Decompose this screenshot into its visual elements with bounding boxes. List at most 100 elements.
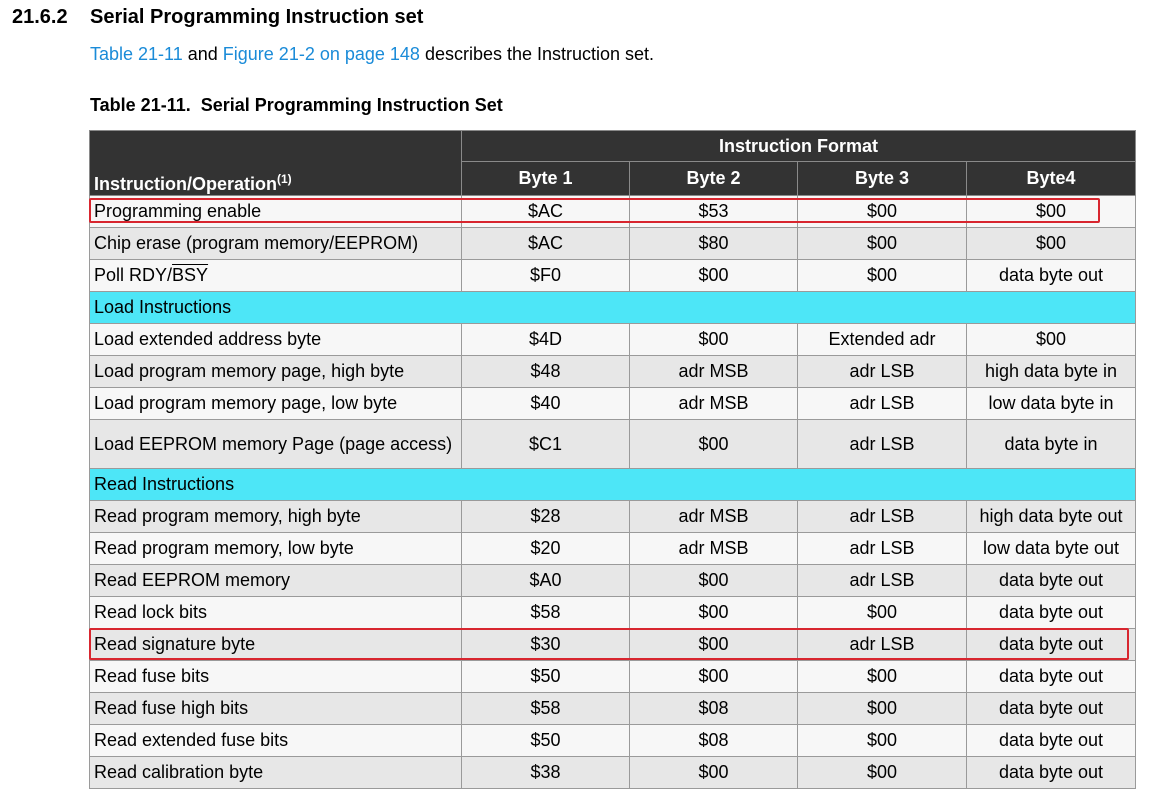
footnote-marker: (1) xyxy=(277,172,292,186)
byte1-cell: $C1 xyxy=(461,419,630,469)
byte4-cell: data byte out xyxy=(965,660,1137,693)
byte4-cell: data byte out xyxy=(965,724,1137,757)
table-row: Programming enable $AC $53 $00 $00 xyxy=(89,195,1137,228)
section-label: Load Instructions xyxy=(88,291,1137,324)
instruction-format-header: Instruction Format xyxy=(460,130,1137,162)
table-row: Chip erase (program memory/EEPROM) $AC $… xyxy=(89,227,1137,260)
overline-text: BSY xyxy=(172,265,209,285)
section-heading: 21.6.2 Serial Programming Instruction set xyxy=(12,6,423,29)
byte2-cell: adr MSB xyxy=(629,355,798,388)
byte3-column-header: Byte 3 xyxy=(797,161,967,196)
byte2-cell: adr MSB xyxy=(629,387,798,420)
byte3-cell: $00 xyxy=(797,259,967,292)
byte3-cell: $00 xyxy=(797,227,967,260)
operation-cell: Load EEPROM memory Page (page access) xyxy=(89,419,462,469)
table-row: Read fuse bits $50 $00 $00 data byte out xyxy=(89,660,1137,693)
table-row: Poll RDY/BSY $F0 $00 $00 data byte out xyxy=(89,259,1137,292)
operation-cell: Read fuse high bits xyxy=(89,692,462,725)
table-row: Read lock bits $58 $00 $00 data byte out xyxy=(89,596,1137,629)
byte2-cell: $08 xyxy=(629,724,798,757)
byte2-cell: $00 xyxy=(629,323,798,356)
byte2-cell: $00 xyxy=(629,628,798,661)
operation-cell: Programming enable xyxy=(89,195,462,228)
table-row: Read extended fuse bits $50 $08 $00 data… xyxy=(89,724,1137,757)
byte3-cell: adr LSB xyxy=(797,628,967,661)
byte3-cell: adr LSB xyxy=(797,355,967,388)
operation-column-header: Instruction/Operation(1) xyxy=(89,130,462,196)
byte1-cell: $40 xyxy=(461,387,630,420)
table-row: Read program memory, low byte $20 adr MS… xyxy=(89,532,1137,565)
byte3-cell: $00 xyxy=(797,596,967,629)
byte1-cell: $30 xyxy=(461,628,630,661)
table-row: Load extended address byte $4D $00 Exten… xyxy=(89,323,1137,356)
byte3-cell: adr LSB xyxy=(797,532,967,565)
byte2-cell: $00 xyxy=(629,564,798,597)
instruction-table: Instruction/Operation(1) Instruction For… xyxy=(88,130,1137,789)
section-label: Read Instructions xyxy=(88,468,1137,501)
byte2-cell: $80 xyxy=(629,227,798,260)
byte1-cell: $58 xyxy=(461,692,630,725)
figure-link[interactable]: Figure 21-2 on page 148 xyxy=(222,44,420,64)
intro-and: and xyxy=(182,44,223,64)
operation-cell: Load program memory page, low byte xyxy=(89,387,462,420)
byte1-cell: $58 xyxy=(461,596,630,629)
byte1-cell: $20 xyxy=(461,532,630,565)
byte2-cell: $00 xyxy=(629,419,798,469)
table-row: Read signature byte $30 $00 adr LSB data… xyxy=(89,628,1137,661)
byte2-cell: $53 xyxy=(629,195,798,228)
byte3-cell: Extended adr xyxy=(797,323,967,356)
byte3-cell: adr LSB xyxy=(797,500,967,533)
byte2-cell: $08 xyxy=(629,692,798,725)
section-row: Read Instructions xyxy=(88,468,1137,501)
operation-cell: Read program memory, low byte xyxy=(89,532,462,565)
operation-cell: Poll RDY/BSY xyxy=(89,259,462,292)
table-link[interactable]: Table 21-11 xyxy=(90,44,183,64)
section-title: Serial Programming Instruction set xyxy=(90,6,424,28)
section-row: Load Instructions xyxy=(88,291,1137,324)
byte3-cell: $00 xyxy=(797,195,967,228)
byte1-cell: $50 xyxy=(461,724,630,757)
byte3-cell: $00 xyxy=(797,692,967,725)
byte1-cell: $A0 xyxy=(461,564,630,597)
table-row: Load EEPROM memory Page (page access) $C… xyxy=(89,419,1137,469)
byte2-cell: $00 xyxy=(629,259,798,292)
byte2-cell: $00 xyxy=(629,596,798,629)
operation-cell: Read fuse bits xyxy=(89,660,462,693)
byte3-cell: adr LSB xyxy=(797,387,967,420)
table-row: Read fuse high bits $58 $08 $00 data byt… xyxy=(89,692,1137,725)
byte4-cell: low data byte in xyxy=(965,387,1137,420)
byte2-cell: adr MSB xyxy=(629,532,798,565)
byte1-cell: $AC xyxy=(461,227,630,260)
byte2-column-header: Byte 2 xyxy=(629,161,798,196)
byte4-column-header: Byte4 xyxy=(965,161,1137,196)
intro-paragraph: Table 21-11 and Figure 21-2 on page 148 … xyxy=(90,44,654,65)
byte2-cell: adr MSB xyxy=(629,500,798,533)
byte4-cell: $00 xyxy=(965,323,1137,356)
section-number: 21.6.2 xyxy=(12,6,68,28)
byte1-cell: $AC xyxy=(461,195,630,228)
byte4-cell: data byte out xyxy=(965,596,1137,629)
operation-cell: Read program memory, high byte xyxy=(89,500,462,533)
byte4-cell: data byte in xyxy=(965,419,1137,469)
byte2-cell: $00 xyxy=(629,660,798,693)
byte4-cell: data byte out xyxy=(965,692,1137,725)
byte3-cell: $00 xyxy=(797,724,967,757)
byte1-cell: $48 xyxy=(461,355,630,388)
byte3-cell: adr LSB xyxy=(797,419,967,469)
byte4-cell: data byte out xyxy=(965,564,1137,597)
byte1-cell: $F0 xyxy=(461,259,630,292)
byte3-cell: $00 xyxy=(797,660,967,693)
byte1-cell: $28 xyxy=(461,500,630,533)
byte1-cell: $50 xyxy=(461,660,630,693)
operation-cell: Read lock bits xyxy=(89,596,462,629)
byte1-column-header: Byte 1 xyxy=(461,161,630,196)
byte4-cell: $00 xyxy=(965,227,1137,260)
table-row: Load program memory page, high byte $48 … xyxy=(89,355,1137,388)
byte4-cell: low data byte out xyxy=(965,532,1137,565)
operation-cell: Read signature byte xyxy=(89,628,462,661)
intro-rest: describes the Instruction set. xyxy=(419,44,655,64)
operation-cell: Chip erase (program memory/EEPROM) xyxy=(89,227,462,260)
operation-cell: Load extended address byte xyxy=(89,323,462,356)
byte3-cell: adr LSB xyxy=(797,564,967,597)
byte4-cell: $00 xyxy=(965,195,1137,228)
